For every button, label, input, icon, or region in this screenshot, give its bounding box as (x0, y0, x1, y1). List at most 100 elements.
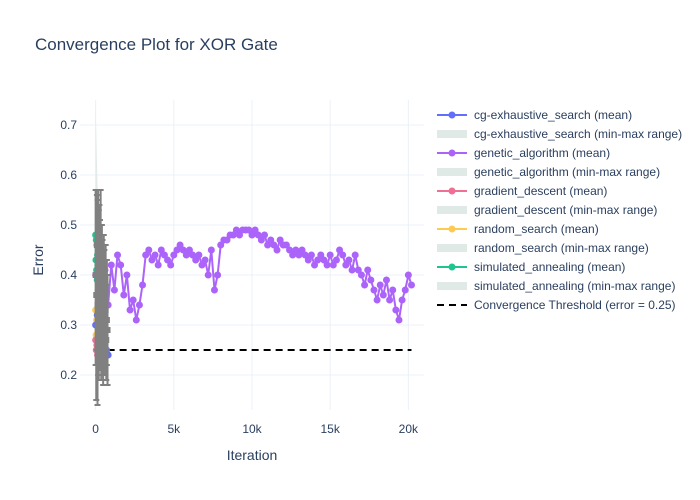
data-point (173, 246, 181, 254)
data-point (151, 251, 159, 259)
data-point (401, 286, 409, 294)
legend-item-simulated-annealing-min-max-range[interactable]: simulated_annealing (min-max range) (437, 279, 675, 293)
data-point (314, 256, 322, 264)
data-point (348, 266, 356, 274)
data-point (117, 261, 125, 269)
data-point (229, 231, 237, 239)
data-point (282, 241, 290, 249)
data-point (264, 241, 272, 249)
legend-swatch-marker (448, 225, 456, 233)
data-point (404, 271, 412, 279)
data-point (157, 246, 165, 254)
data-point (189, 251, 197, 259)
data-point (357, 271, 365, 279)
data-point (232, 226, 240, 234)
data-point (142, 251, 150, 259)
legend-item-cg-exhaustive-search-min-max-range[interactable]: cg-exhaustive_search (min-max range) (437, 127, 682, 141)
data-point (407, 281, 415, 289)
data-point (129, 296, 137, 304)
data-point (379, 291, 387, 299)
legend-item-cg-exhaustive-search-mean[interactable]: cg-exhaustive_search (mean) (437, 108, 632, 122)
legend-item-gradient-descent-min-max-range[interactable]: gradient_descent (min-max range) (437, 203, 657, 217)
data-point (148, 256, 156, 264)
data-point (179, 246, 187, 254)
legend-item-random-search-mean[interactable]: random_search (mean) (437, 222, 599, 236)
legend-item-random-search-min-max-range[interactable]: random_search (min-max range) (437, 241, 649, 255)
data-point (204, 271, 212, 279)
data-point (273, 246, 281, 254)
data-point (98, 292, 105, 298)
data-point (126, 306, 134, 314)
legend-label: genetic_algorithm (min-max range) (474, 165, 660, 179)
data-point (392, 306, 400, 314)
legend-swatch-marker (448, 149, 456, 157)
data-point (354, 266, 362, 274)
data-point (376, 281, 384, 289)
data-point (154, 261, 162, 269)
data-point (102, 307, 109, 313)
data-point (176, 241, 184, 249)
series-min-max-range-grey (92, 189, 111, 406)
data-point (301, 251, 309, 259)
legend-label: random_search (min-max range) (474, 241, 649, 255)
legend-item-simulated-annealing-mean[interactable]: simulated_annealing (mean) (437, 260, 625, 274)
data-point (114, 251, 122, 259)
legend-label: gradient_descent (min-max range) (474, 203, 657, 217)
data-point (92, 272, 99, 278)
data-point (323, 261, 331, 269)
chart-title: Convergence Plot for XOR Gate (35, 35, 278, 54)
data-point (164, 256, 172, 264)
x-tick-label: 15k (321, 422, 341, 436)
data-point (195, 251, 203, 259)
data-point (304, 256, 312, 264)
legend-item-genetic-algorithm-mean[interactable]: genetic_algorithm (mean) (437, 146, 610, 160)
legend-label: Convergence Threshold (error = 0.25) (474, 298, 676, 312)
data-point (373, 296, 381, 304)
data-point (93, 242, 100, 248)
data-point (295, 251, 303, 259)
data-point (245, 226, 253, 234)
data-point (167, 261, 175, 269)
data-point (382, 276, 390, 284)
legend-item-genetic-algorithm-min-max-range[interactable]: genetic_algorithm (min-max range) (437, 165, 660, 179)
y-tick-label: 0.6 (60, 168, 77, 182)
legend-swatch-marker (448, 263, 456, 271)
legend-item-convergence-threshold-error-0-25[interactable]: Convergence Threshold (error = 0.25) (437, 298, 676, 312)
y-tick-label: 0.4 (60, 268, 77, 282)
data-point (100, 337, 107, 343)
data-point (367, 276, 375, 284)
data-point (361, 281, 369, 289)
y-axis-label: Error (30, 244, 46, 275)
data-point (298, 246, 306, 254)
x-tick-label: 0 (92, 422, 99, 436)
data-point (97, 252, 104, 258)
legend-swatch-band (437, 244, 467, 252)
legend-item-gradient-descent-mean[interactable]: gradient_descent (mean) (437, 184, 607, 198)
data-point (251, 226, 259, 234)
legend[interactable]: cg-exhaustive_search (mean) cg-exhaustive… (437, 108, 682, 312)
data-point (94, 302, 101, 308)
data-point (339, 251, 347, 259)
legend-label: gradient_descent (mean) (474, 184, 607, 198)
x-axis-label: Iteration (227, 447, 278, 463)
data-point (364, 266, 372, 274)
data-point (307, 251, 315, 259)
data-point (217, 241, 225, 249)
data-point (100, 302, 107, 308)
data-point (311, 261, 319, 269)
data-point (120, 291, 128, 299)
legend-swatch-band (437, 130, 467, 138)
data-point (102, 332, 109, 338)
data-point (326, 251, 334, 259)
data-point (223, 236, 231, 244)
series-genetic-algorithm-mean (92, 226, 415, 324)
data-point (336, 246, 344, 254)
data-point (289, 251, 297, 259)
data-point (398, 296, 406, 304)
legend-label: genetic_algorithm (mean) (474, 146, 610, 160)
x-tick-label: 5k (167, 422, 181, 436)
data-point (386, 296, 394, 304)
legend-swatch-marker (448, 111, 456, 119)
